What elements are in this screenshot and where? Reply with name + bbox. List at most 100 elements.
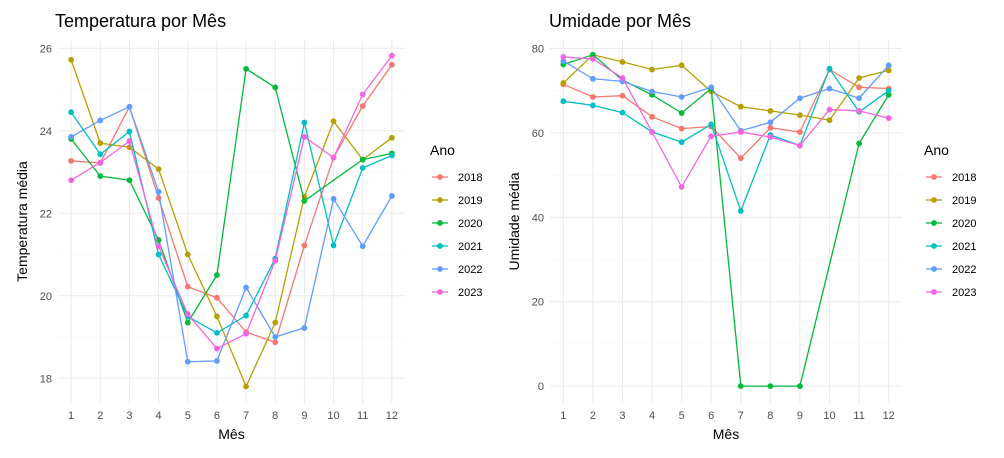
x-tick-label: 8 <box>767 410 773 422</box>
data-point <box>359 156 366 163</box>
data-point <box>301 119 308 126</box>
data-point <box>589 102 596 109</box>
x-tick-label: 6 <box>708 410 714 422</box>
data-point <box>619 75 626 81</box>
x-tick-label: 7 <box>738 410 744 422</box>
legend-label: 2019 <box>458 195 482 207</box>
x-axis-title: Mês <box>713 426 739 442</box>
data-point <box>708 121 715 128</box>
legend-label: 2022 <box>458 264 482 276</box>
data-point <box>97 173 104 180</box>
x-tick-label: 3 <box>126 410 132 422</box>
x-tick-label: 12 <box>386 410 398 422</box>
legend: Ano 2018 2019 2020 2021 2022 2023 <box>430 142 482 299</box>
data-point <box>885 91 892 98</box>
data-point <box>737 103 744 110</box>
data-point <box>388 193 395 199</box>
data-point <box>708 133 715 140</box>
data-point <box>885 62 892 69</box>
data-point <box>184 283 191 290</box>
series-line <box>70 67 393 325</box>
x-tick-label: 5 <box>679 410 685 422</box>
legend-key: 2023 <box>432 287 482 299</box>
x-tick-label: 1 <box>560 410 566 422</box>
data-point <box>649 88 655 95</box>
data-point <box>214 272 220 279</box>
legend-label: 2018 <box>458 172 482 184</box>
series-line <box>562 54 889 121</box>
legend-key: 2019 <box>432 195 482 207</box>
data-point <box>826 117 833 124</box>
data-point <box>214 329 220 336</box>
legend-point <box>437 174 443 180</box>
data-point <box>272 334 279 340</box>
legend-key: 2023 <box>926 287 976 299</box>
data-point <box>589 75 596 82</box>
chart-title: Umidade por Mês <box>549 11 691 31</box>
data-point <box>97 151 104 158</box>
series-line <box>70 59 393 389</box>
y-axis-title: Umidade média <box>506 172 522 270</box>
data-point <box>126 177 133 184</box>
data-point <box>359 103 366 109</box>
data-point <box>272 257 279 264</box>
data-point <box>767 119 774 126</box>
data-point <box>155 166 162 173</box>
data-point <box>243 284 249 291</box>
legend-label: 2020 <box>952 218 976 230</box>
data-point <box>649 129 655 135</box>
data-point <box>619 59 626 65</box>
data-point <box>243 330 249 337</box>
chart-title: Temperatura por Mês <box>55 11 226 31</box>
data-point <box>767 383 774 390</box>
data-point <box>97 159 104 166</box>
data-point <box>388 61 395 68</box>
legend-key: 2022 <box>926 264 976 276</box>
data-point <box>184 319 191 326</box>
legend-label: 2023 <box>458 287 482 299</box>
data-point <box>330 118 337 125</box>
data-point <box>68 109 75 116</box>
data-point <box>330 154 337 161</box>
legend-point <box>437 289 443 295</box>
data-point <box>708 84 715 91</box>
series-2023 <box>68 52 395 352</box>
x-tick-label: 2 <box>97 410 103 422</box>
data-point <box>330 195 337 202</box>
series-line <box>70 105 393 363</box>
y-tick-label: 20 <box>40 291 52 303</box>
data-point <box>885 67 892 74</box>
data-point <box>301 242 308 249</box>
x-tick-label: 2 <box>590 410 596 422</box>
data-point <box>126 103 133 110</box>
data-point <box>214 294 220 301</box>
data-point <box>856 140 863 147</box>
x-tick-label: 10 <box>823 410 835 422</box>
legend-point <box>931 220 937 226</box>
data-point <box>214 313 220 320</box>
series-2018 <box>68 61 395 346</box>
legend-key: 2020 <box>926 218 976 230</box>
x-tick-label: 3 <box>619 410 625 422</box>
x-axis-title: Mês <box>218 426 244 442</box>
data-point <box>797 129 803 135</box>
data-point <box>560 98 567 105</box>
data-point <box>737 155 744 162</box>
y-tick-label: 80 <box>532 43 544 55</box>
data-point <box>388 52 395 59</box>
data-point <box>826 85 833 92</box>
data-point <box>560 58 567 65</box>
data-point <box>388 152 395 159</box>
legend-point <box>931 289 937 295</box>
data-point <box>155 243 162 250</box>
data-point <box>68 177 75 184</box>
legend-key: 2022 <box>432 264 482 276</box>
legend-title: Ano <box>430 142 455 158</box>
y-tick-label: 0 <box>538 381 544 393</box>
x-tick-label: 9 <box>797 410 803 422</box>
data-point <box>619 92 626 99</box>
x-tick-label: 7 <box>243 410 249 422</box>
data-point <box>243 383 249 390</box>
series-2020 <box>68 65 395 326</box>
x-tick-label: 11 <box>853 410 864 422</box>
